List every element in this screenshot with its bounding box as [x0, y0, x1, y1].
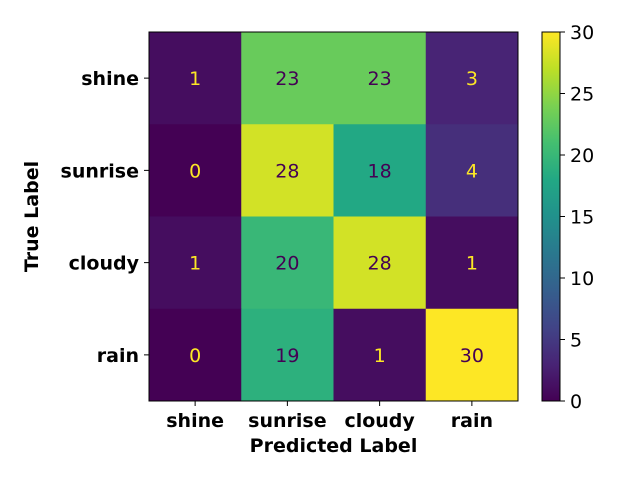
heatmap-cell [333, 308, 427, 402]
y-tick-label: sunrise [61, 160, 139, 182]
cell-value-label: 3 [466, 68, 478, 90]
heatmap-cell [333, 216, 427, 310]
cell-value-label: 4 [466, 160, 478, 182]
heatmap-cell [333, 124, 427, 217]
colorbar [541, 31, 561, 402]
heatmap-cell [241, 308, 334, 402]
x-axis-ticks: shine sunrise cloudy rain [166, 401, 493, 432]
heatmap-cell [425, 124, 519, 217]
heatmap-cell [425, 308, 519, 402]
cell-value-label: 1 [374, 345, 386, 367]
colorbar-tick-label: 15 [570, 207, 594, 229]
heatmap-cell [149, 216, 242, 310]
x-axis-label: Predicted Label [250, 435, 418, 457]
heatmap-cell [333, 32, 427, 125]
y-tick-label: shine [81, 68, 139, 90]
colorbar-tick-label: 30 [570, 22, 594, 44]
heatmap-cell [149, 124, 242, 217]
heatmap-cell [241, 216, 334, 310]
cell-value-label: 0 [189, 160, 201, 182]
cell-value-label: 1 [189, 68, 201, 90]
y-axis-label: True Label [21, 161, 43, 272]
cell-value-label: 18 [368, 160, 392, 182]
y-axis-ticks: shine sunrise cloudy rain [61, 68, 149, 367]
plot-frame [148, 31, 519, 402]
colorbar-tick-label: 0 [570, 391, 582, 413]
cell-value-label: 23 [368, 68, 392, 90]
heatmap-cell [149, 308, 242, 402]
cell-value-label: 1 [189, 253, 201, 275]
x-tick-label: cloudy [344, 410, 415, 432]
heatmap-cell [425, 32, 519, 125]
cell-value-label: 23 [275, 68, 299, 90]
colorbar-tick-label: 10 [570, 268, 594, 290]
cell-value-label: 19 [275, 345, 299, 367]
cell-value-label: 0 [189, 345, 201, 367]
colorbar-tick-label: 20 [570, 145, 594, 167]
heatmap-cell [149, 32, 242, 125]
heatmap-cell [241, 32, 334, 125]
y-tick-label: cloudy [69, 253, 140, 275]
x-tick-label: shine [166, 410, 224, 432]
heatmap-cells: 1 23 23 30 28 18 41 20 28 10 19 1 30 [149, 32, 519, 402]
cell-value-label: 30 [460, 345, 484, 367]
x-tick-label: sunrise [248, 410, 326, 432]
heatmap-cell [241, 124, 334, 217]
x-tick-label: rain [451, 410, 493, 432]
colorbar-tick-label: 5 [570, 330, 582, 352]
cell-value-label: 1 [466, 253, 478, 275]
heatmap-cell [425, 216, 519, 310]
cell-value-label: 28 [368, 253, 392, 275]
colorbar-tick-label: 25 [570, 84, 594, 106]
y-tick-label: rain [97, 345, 139, 367]
cell-value-label: 20 [275, 253, 299, 275]
cell-value-label: 28 [275, 160, 299, 182]
colorbar-ticks: 0 5 10 15 20 25 30 [560, 22, 594, 413]
